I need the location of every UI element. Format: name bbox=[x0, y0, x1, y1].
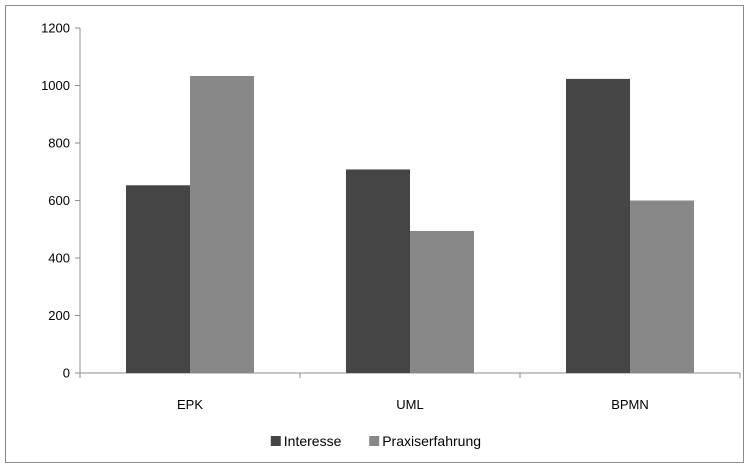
y-tick-label: 200 bbox=[48, 308, 70, 323]
y-tick-label: 800 bbox=[48, 136, 70, 151]
y-tick-label: 0 bbox=[63, 366, 70, 381]
legend-label-interesse: Interesse bbox=[284, 433, 342, 449]
x-tick-label: EPK bbox=[177, 397, 203, 412]
y-tick-label: 400 bbox=[48, 251, 70, 266]
y-tick-label: 600 bbox=[48, 193, 70, 208]
y-tick-label: 1200 bbox=[41, 21, 70, 36]
legend-label-praxiserfahrung: Praxiserfahrung bbox=[382, 433, 481, 449]
x-tick-label: BPMN bbox=[611, 397, 649, 412]
bar-praxiserfahrung-uml bbox=[410, 230, 474, 373]
x-tick-label: UML bbox=[396, 397, 423, 412]
bar-interesse-uml bbox=[346, 169, 410, 373]
x-axis-ticks: EPK UML BPMN bbox=[79, 373, 741, 412]
legend-swatch-interesse bbox=[270, 436, 281, 446]
legend: Interesse Praxiserfahrung bbox=[270, 433, 481, 449]
bar-praxiserfahrung-bpmn bbox=[630, 200, 694, 373]
bar-praxiserfahrung-epk bbox=[190, 76, 254, 373]
y-axis-ticks: 0 200 400 600 800 1000 1200 bbox=[41, 21, 80, 381]
bar-interesse-epk bbox=[126, 185, 190, 373]
legend-swatch-praxiserfahrung bbox=[369, 436, 380, 446]
y-tick-label: 1000 bbox=[41, 78, 70, 93]
bar-interesse-bpmn bbox=[566, 78, 630, 373]
bars bbox=[126, 76, 694, 373]
